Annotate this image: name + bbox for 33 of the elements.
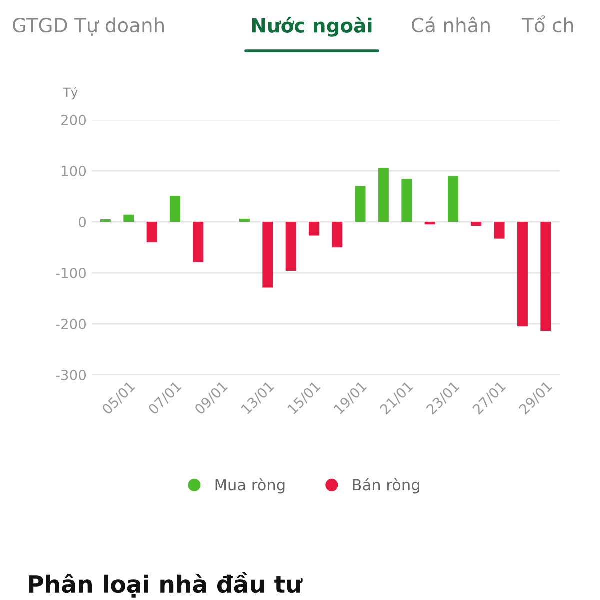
text: Phân loại nhà đầu tư — [29, 572, 303, 598]
bar — [378, 168, 389, 222]
bar — [100, 219, 111, 222]
text: Tổ ch — [522, 16, 574, 33]
legend-label: Bán ròng — [353, 478, 420, 494]
bar — [332, 222, 343, 248]
bar — [471, 222, 482, 226]
bar — [124, 214, 134, 222]
y-tick-label: 200 — [61, 114, 86, 126]
bar — [448, 176, 458, 222]
y-tick-label: 0 — [79, 216, 86, 228]
bar — [494, 222, 505, 239]
y-axis-title: Tỷ — [63, 86, 78, 100]
chart-title: Nước ngoài — [252, 17, 372, 37]
text: GTGD Tự doanh — [13, 18, 164, 36]
bar — [355, 186, 366, 222]
legend-label: Mua ròng — [216, 478, 285, 494]
bar — [262, 222, 274, 288]
text: Cá nhân — [412, 16, 490, 33]
y-tick-label: 100 — [62, 166, 86, 176]
bar — [518, 222, 528, 327]
bar — [424, 222, 436, 225]
bar — [402, 179, 412, 222]
bar — [540, 222, 552, 332]
bar — [309, 222, 320, 236]
bar — [170, 196, 180, 222]
y-tick-label: -200 — [56, 318, 86, 330]
y-tick-label: -100 — [56, 268, 86, 278]
bar — [193, 222, 204, 262]
bar — [146, 222, 158, 242]
bar — [240, 218, 250, 222]
y-tick-label: -300 — [56, 370, 86, 380]
bar — [286, 222, 296, 271]
